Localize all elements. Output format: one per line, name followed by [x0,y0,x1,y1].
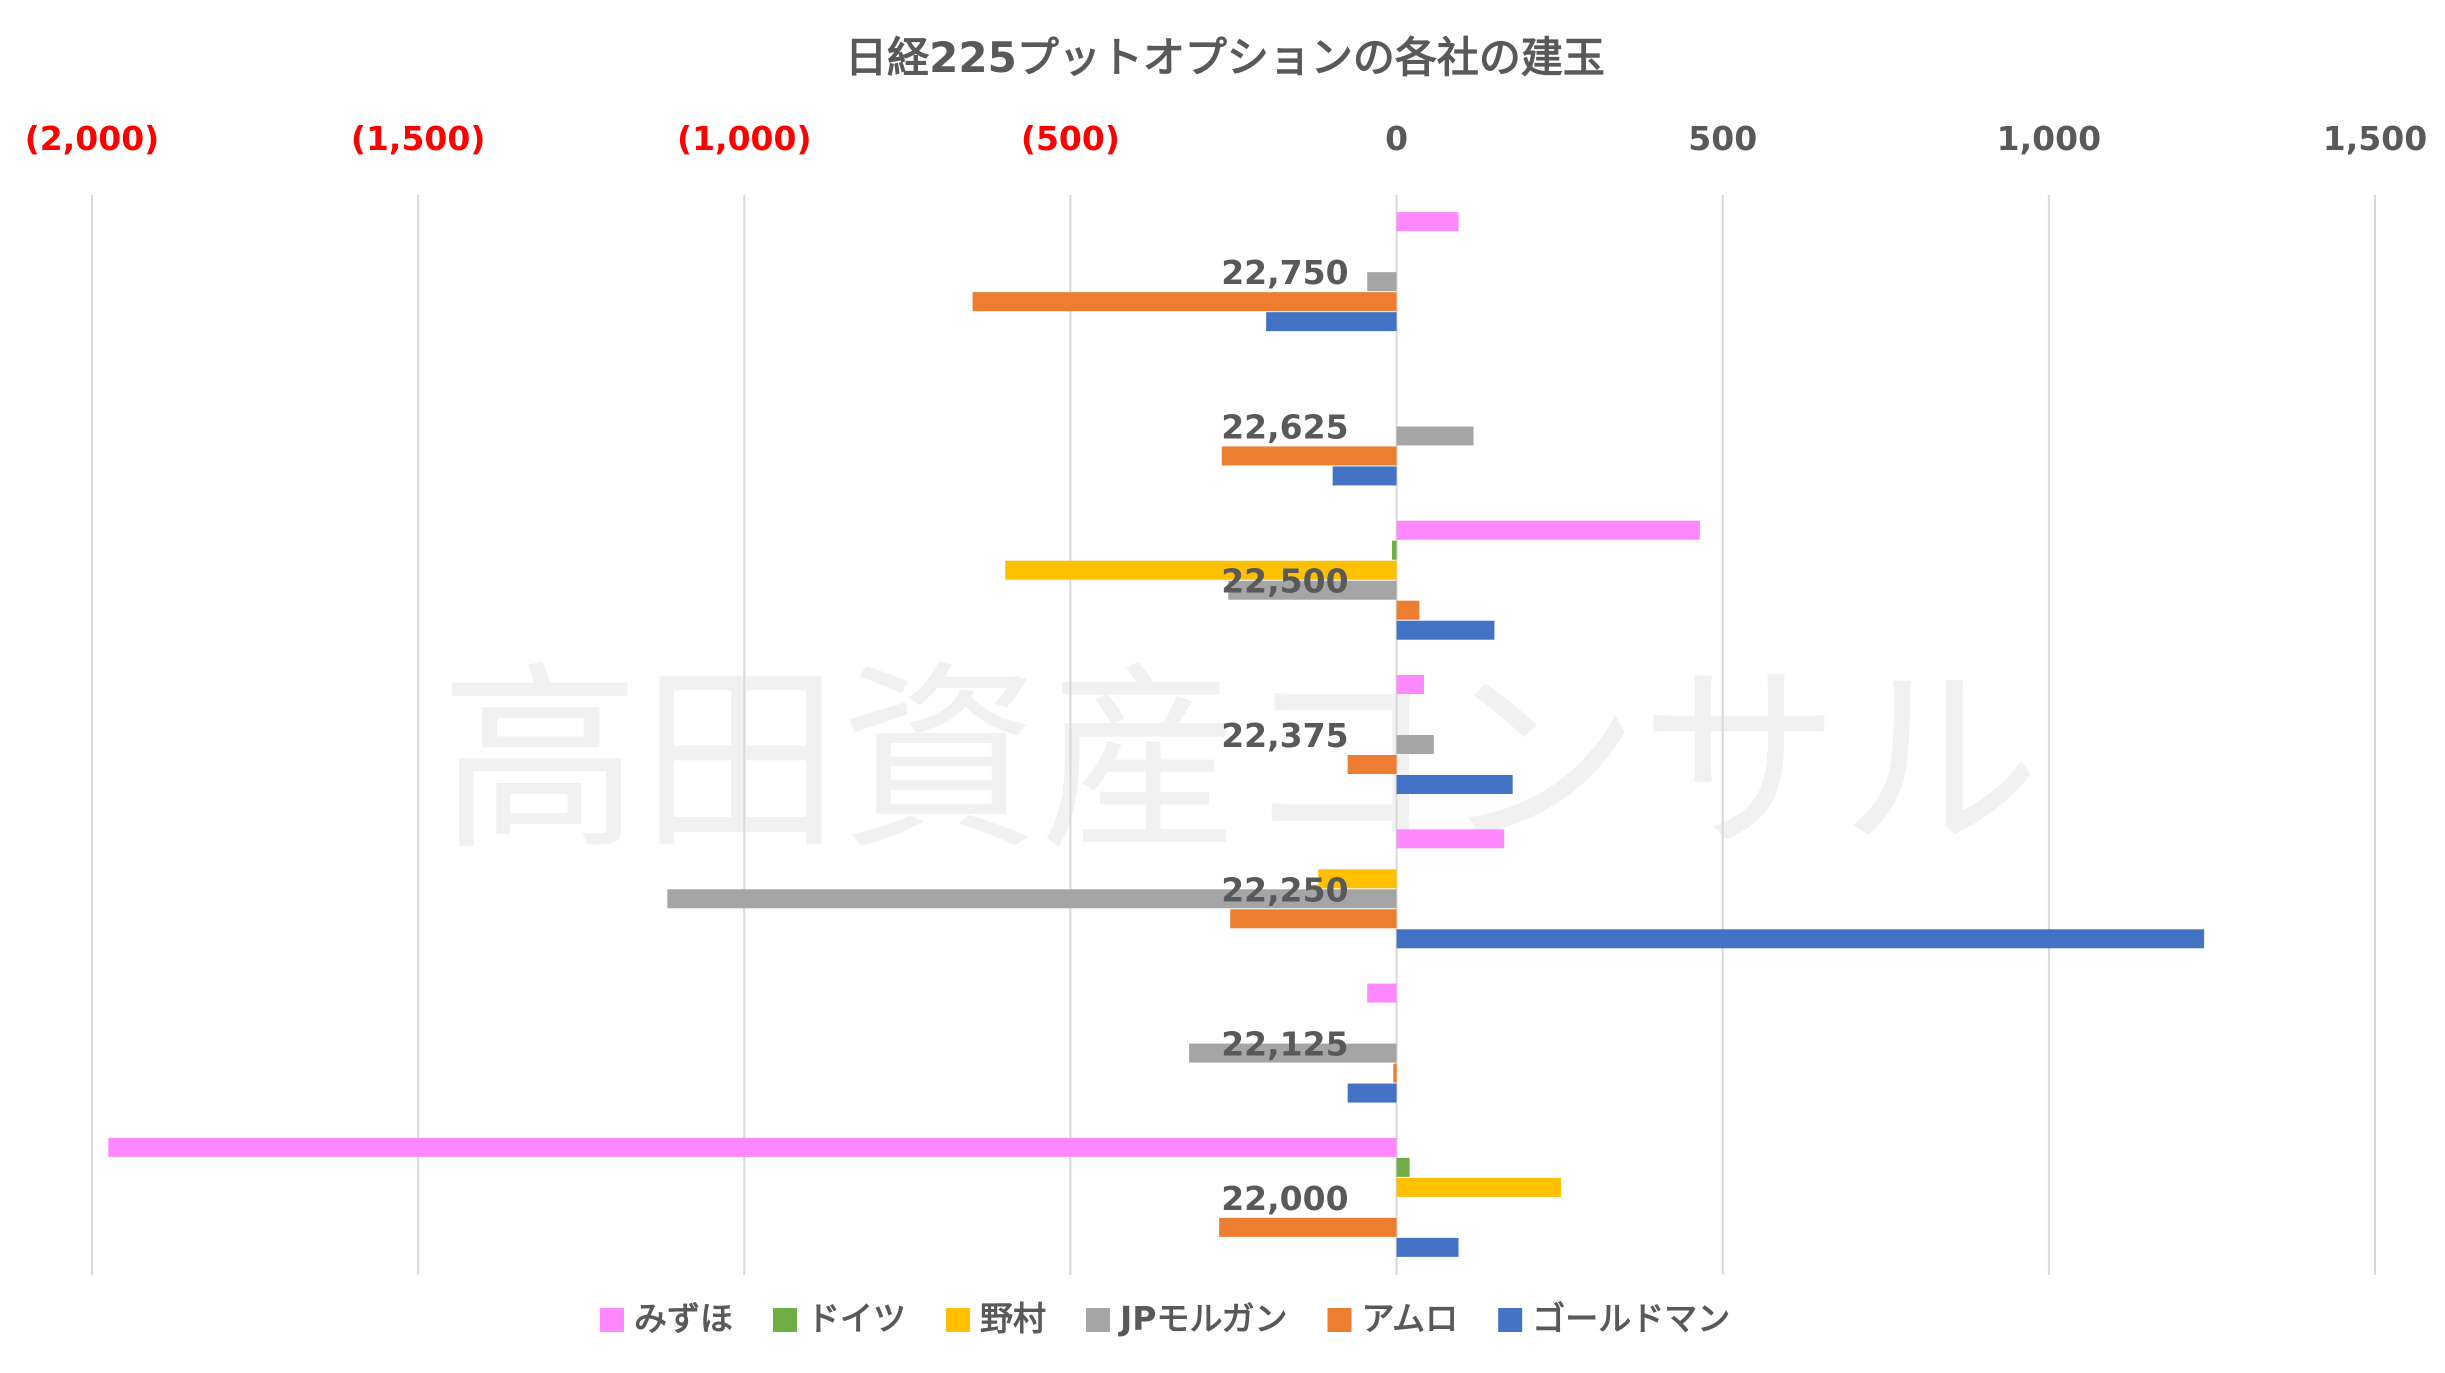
bar [1396,620,1495,640]
x-tick-label: 500 [1688,119,1757,158]
bar [1396,1157,1410,1177]
category-label: 22,250 [1221,870,1348,909]
bar [1005,560,1397,580]
x-tick-label: 0 [1385,119,1408,158]
bar [1219,1217,1397,1237]
bar [1396,775,1513,794]
category-label: 22,750 [1221,253,1348,292]
legend-label: JPモルガン [1118,1299,1287,1338]
bars [108,212,2205,1257]
chart-title: 日経225プットオプションの各社の建玉 [845,33,1605,82]
legend-swatch [773,1308,797,1332]
x-tick-label: 1,500 [2323,119,2427,158]
legend-label: ゴールドマン [1532,1299,1730,1338]
bar [1396,929,2205,949]
x-tick-label: (1,000) [677,119,812,158]
legend-swatch [600,1308,624,1332]
category-label: 22,375 [1221,716,1348,755]
bar [1396,212,1459,232]
x-tick-label: (2,000) [25,119,160,158]
category-label: 22,500 [1221,562,1348,601]
x-tick-label: (500) [1021,119,1120,158]
bar [972,292,1397,312]
bar [1367,272,1397,292]
bar [1367,983,1397,1003]
bar [1396,600,1420,620]
legend-label: 野村 [980,1299,1046,1338]
bar [1396,675,1424,694]
bar [1318,869,1397,889]
bar [1332,466,1397,486]
bar [1396,829,1505,849]
bar [1396,520,1700,540]
bar [1266,312,1397,332]
legend-swatch [1498,1308,1523,1332]
bar [1396,1177,1561,1197]
bar [1189,1043,1397,1063]
category-label: 22,625 [1221,407,1348,446]
legend-label: アムロ [1361,1299,1458,1338]
bar [1221,446,1397,466]
category-label: 22,000 [1221,1179,1348,1218]
category-label: 22,125 [1221,1025,1348,1064]
legend-label: みずほ [634,1299,733,1338]
bar [1396,735,1434,754]
bar [1347,1083,1397,1103]
bar [1396,426,1474,446]
legend-swatch [1327,1308,1352,1332]
x-tick-label: 1,000 [1997,119,2101,158]
bar [1347,755,1397,774]
legend: みずほ ドイツ 野村 JPモルガン アムロ ゴールドマン [600,1299,1730,1338]
x-axis-ticks: (2,000) (1,500) (1,000) (500) 0 500 1,000 1,500 [25,119,2427,158]
bar [1396,1237,1459,1257]
legend-label: ドイツ [807,1299,906,1338]
watermark: 高田資産コンサル [440,645,2040,878]
bar [667,889,1397,909]
bar [1393,1063,1397,1083]
bar [1230,909,1397,929]
bar [1228,580,1397,600]
legend-swatch [946,1308,970,1332]
legend-swatch [1086,1308,1110,1332]
category-labels: 22,750 22,625 22,500 22,375 22,250 22,125 22,0… [1221,253,1348,1218]
bar [1392,540,1397,560]
bar [108,1137,1397,1157]
x-tick-label: (1,500) [351,119,486,158]
